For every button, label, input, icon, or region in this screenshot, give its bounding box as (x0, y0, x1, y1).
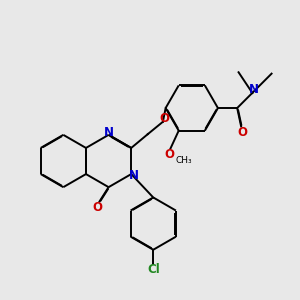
Text: CH₃: CH₃ (176, 156, 193, 165)
Text: Cl: Cl (147, 263, 160, 276)
Text: N: N (249, 83, 259, 96)
Text: N: N (128, 169, 138, 182)
Text: O: O (238, 126, 248, 139)
Text: O: O (164, 148, 174, 161)
Text: N: N (103, 126, 114, 139)
Text: O: O (93, 201, 103, 214)
Text: O: O (159, 112, 169, 125)
